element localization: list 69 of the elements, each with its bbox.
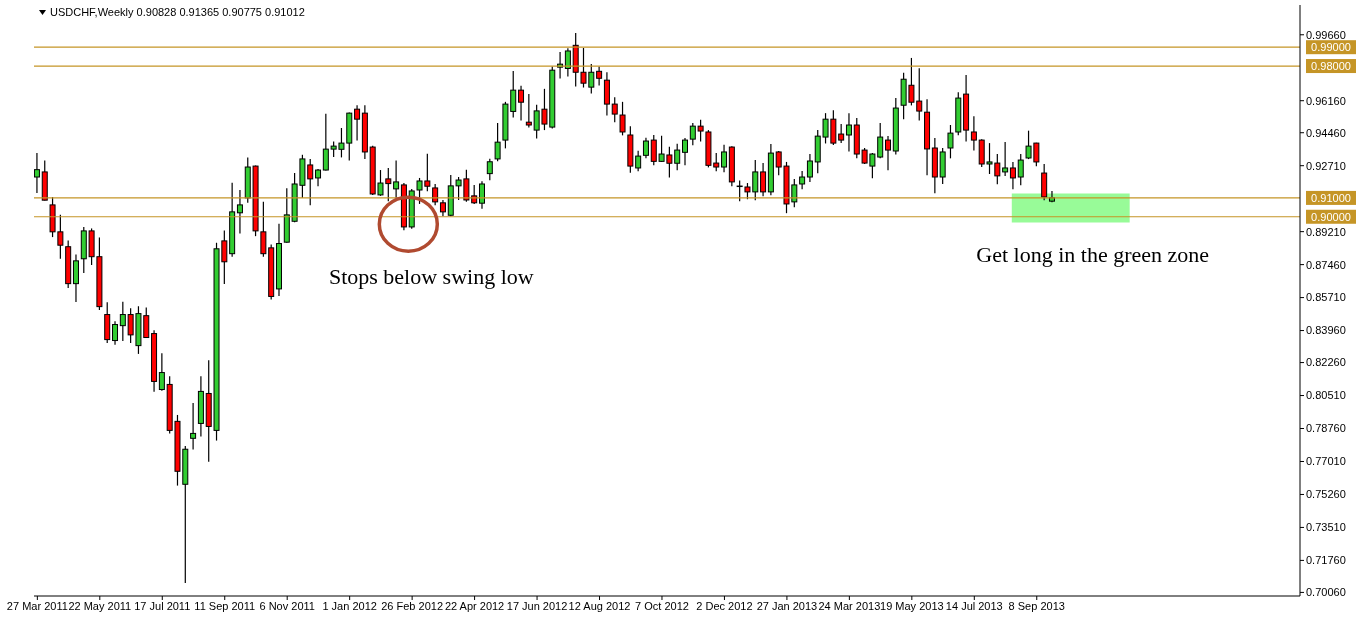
- ref-line-label: 0.91000: [1311, 191, 1351, 204]
- x-tick-label: 22 Apr 2012: [444, 599, 505, 612]
- x-tick-label: 6 Nov 2011: [259, 599, 315, 612]
- candlestick: [158, 352, 165, 392]
- candlestick: [34, 152, 40, 194]
- x-tick-label: 26 Feb 2012: [381, 599, 444, 612]
- candlestick: [236, 189, 243, 235]
- y-tick-label: 0.83960: [1306, 324, 1346, 337]
- candlestick: [1002, 141, 1009, 177]
- y-tick-label: 0.96160: [1306, 94, 1346, 107]
- candlestick: [721, 144, 728, 173]
- x-tick-label: 11 Sep 2011: [194, 599, 256, 612]
- candlestick: [518, 85, 525, 122]
- x-tick-label: 14 Jul 2013: [945, 599, 1003, 612]
- y-tick-label: 0.71760: [1306, 554, 1346, 567]
- x-tick-label: 12 Aug 2012: [568, 599, 631, 612]
- candlestick: [603, 71, 610, 116]
- candlestick: [1009, 161, 1016, 190]
- candlestick: [112, 320, 119, 346]
- candlestick: [970, 115, 977, 152]
- x-tick-label: 27 Jan 2013: [756, 599, 818, 612]
- candlestick: [1017, 153, 1024, 186]
- band-label: Get long in the green zone: [976, 242, 1210, 268]
- x-tick-label: 17 Jul 2011: [134, 599, 191, 612]
- candlestick: [806, 153, 813, 183]
- candlestick: [486, 158, 493, 181]
- candlestick: [596, 66, 603, 87]
- candlestick: [494, 122, 501, 162]
- candlestick: [478, 180, 485, 210]
- y-tick-label: 0.73510: [1306, 521, 1346, 534]
- x-tick-label: 27 Mar 2011: [6, 599, 68, 612]
- y-tick-label: 0.82260: [1306, 356, 1346, 369]
- candlestick: [642, 137, 649, 159]
- y-tick-label: 0.94460: [1306, 126, 1346, 139]
- ref-line-label: 0.90000: [1311, 210, 1351, 223]
- candlestick: [760, 162, 767, 197]
- y-tick-label: 0.87460: [1306, 258, 1346, 271]
- y-tick-label: 0.78760: [1306, 422, 1346, 435]
- candlestick: [190, 402, 197, 451]
- candlestick: [564, 47, 571, 78]
- x-tick-label: 8 Sep 2013: [1008, 599, 1065, 612]
- candlestick: [393, 160, 400, 199]
- x-tick-label: 17 Jun 2012: [506, 599, 568, 612]
- y-tick-label: 0.92710: [1306, 159, 1346, 172]
- ref-line-label: 0.99000: [1311, 41, 1351, 54]
- candlestick: [845, 112, 852, 152]
- x-tick-label: 22 May 2011: [68, 599, 132, 612]
- x-tick-label: 19 May 2013: [880, 599, 944, 612]
- candlestick: [682, 137, 688, 166]
- x-tick-label: 24 Mar 2013: [818, 599, 881, 612]
- candlestick: [72, 253, 79, 303]
- candlestick: [799, 170, 806, 190]
- y-tick-label: 0.75260: [1306, 488, 1346, 501]
- y-tick-label: 0.77010: [1306, 455, 1346, 468]
- candlestick: [1041, 163, 1048, 201]
- ref-line-label: 0.98000: [1311, 60, 1351, 73]
- x-tick-label: 1 Jan 2012: [322, 599, 377, 612]
- y-tick-label: 0.80510: [1306, 389, 1346, 402]
- y-tick-label: 0.70060: [1306, 586, 1346, 599]
- candlestick: [635, 150, 642, 172]
- y-tick-label: 0.85710: [1306, 291, 1346, 304]
- candlestick: [885, 135, 892, 171]
- chart-title: USDCHF,Weekly 0.90828 0.91365 0.90775 0.91012: [50, 6, 305, 18]
- x-tick-label: 2 Dec 2012: [696, 599, 753, 612]
- y-tick-label: 0.89210: [1306, 225, 1346, 238]
- y-tick-label: 0.99660: [1306, 28, 1346, 41]
- candlestick: [354, 104, 361, 142]
- x-tick-label: 7 Oct 2012: [635, 599, 689, 612]
- annotation: Stops below swing low: [328, 264, 534, 290]
